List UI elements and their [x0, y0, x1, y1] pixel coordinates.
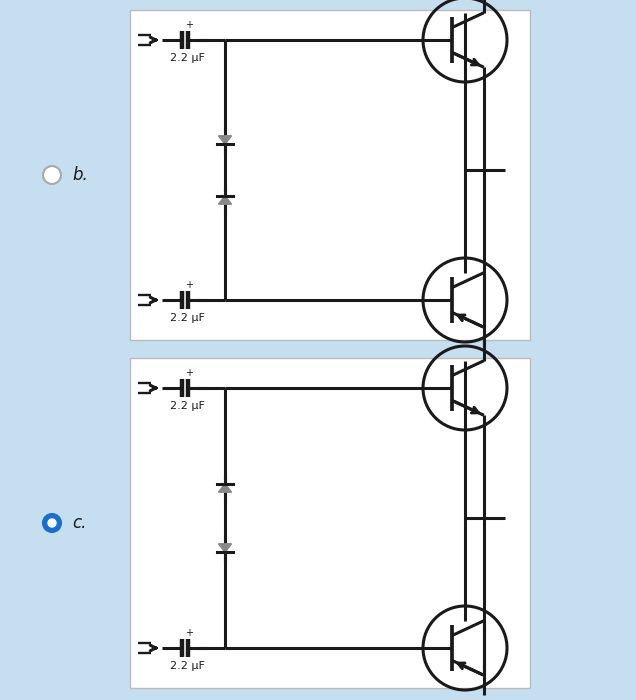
Circle shape [43, 514, 61, 532]
Text: +: + [185, 628, 193, 638]
Polygon shape [218, 196, 232, 204]
FancyBboxPatch shape [130, 10, 530, 340]
Polygon shape [218, 544, 232, 552]
Text: +: + [185, 368, 193, 378]
Polygon shape [218, 136, 232, 144]
Text: 2.2 μF: 2.2 μF [170, 313, 204, 323]
FancyBboxPatch shape [130, 358, 530, 688]
Text: +: + [185, 280, 193, 290]
Text: +: + [185, 20, 193, 30]
Circle shape [48, 519, 56, 527]
Text: 2.2 μF: 2.2 μF [170, 53, 204, 63]
Text: 2.2 μF: 2.2 μF [170, 661, 204, 671]
Polygon shape [218, 484, 232, 492]
Text: b.: b. [72, 166, 88, 184]
Text: 2.2 μF: 2.2 μF [170, 401, 204, 411]
Text: c.: c. [72, 514, 86, 532]
Circle shape [44, 167, 60, 183]
